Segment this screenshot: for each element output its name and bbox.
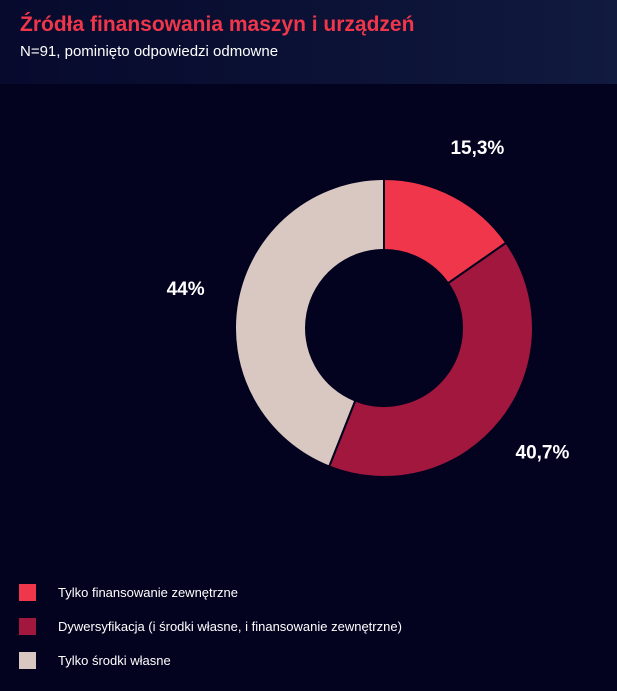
data-label-diversification: 40,7% <box>516 442 570 463</box>
donut-slice-diversification <box>327 241 534 478</box>
data-label-external-financing: 15,3% <box>450 138 504 159</box>
legend: Tylko finansowanie zewnętrzne Dywersyfik… <box>19 575 599 677</box>
donut-slices <box>234 177 534 478</box>
data-label-own-funds: 44% <box>167 279 205 300</box>
legend-label-external-financing: Tylko finansowanie zewnętrzne <box>58 584 238 600</box>
legend-swatch-own-funds <box>19 651 36 669</box>
legend-label-diversification: Dywersyfikacja (i środki własne, i finan… <box>58 618 402 634</box>
legend-swatch-external-financing <box>19 583 36 601</box>
legend-item-own-funds: Tylko środki własne <box>19 643 599 677</box>
donut-data-labels: 15,3% 40,7% 44% <box>167 138 570 463</box>
header-band: Źródła finansowania maszyn i urządzeń N=… <box>0 0 617 84</box>
legend-label-own-funds: Tylko środki własne <box>58 652 171 668</box>
legend-item-external-financing: Tylko finansowanie zewnętrzne <box>19 575 599 609</box>
legend-item-diversification: Dywersyfikacja (i środki własne, i finan… <box>19 609 599 643</box>
legend-swatch-diversification <box>19 617 36 635</box>
chart-title: Źródła finansowania maszyn i urządzeń <box>20 13 415 36</box>
chart-subtitle: N=91, pominięto odpowiedzi odmowne <box>20 43 279 60</box>
donut-slice-own-funds <box>234 177 385 468</box>
